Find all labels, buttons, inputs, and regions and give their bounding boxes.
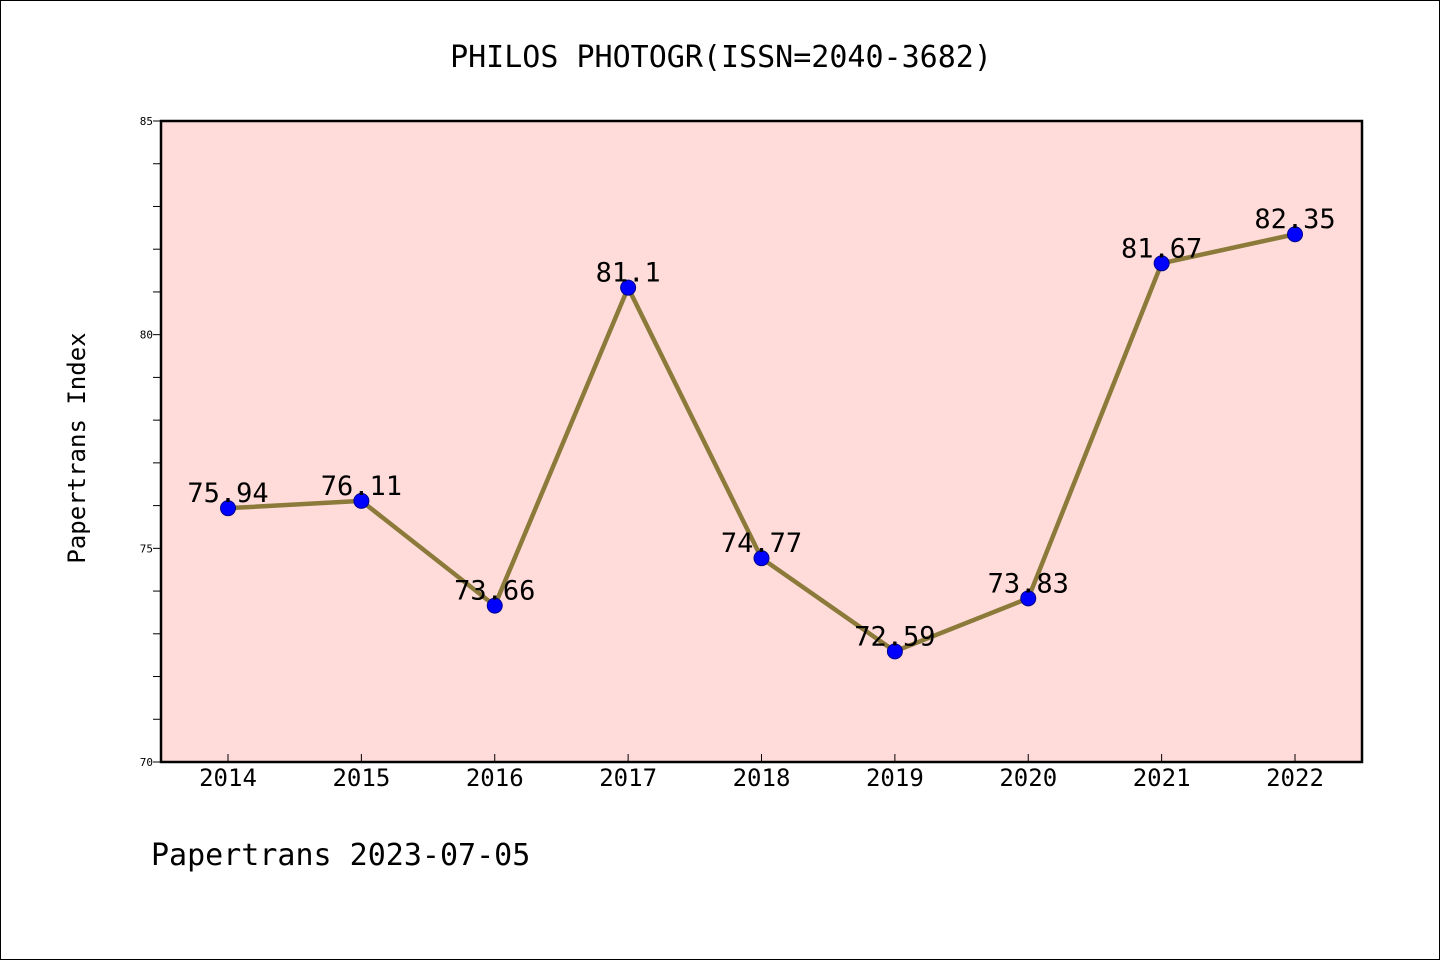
y-axis: 70 75 80 85 [140,115,161,769]
data-point [1287,226,1303,243]
data-point [886,643,903,660]
y-tick-label: 80 [140,329,153,342]
data-labels: 75.94 76.11 73.66 81.1 74.77 72.59 73.83 81.67 8… [187,204,1335,652]
x-tick-label: 2021 [1133,764,1191,792]
data-label: 73.66 [454,576,535,607]
y-tick-label: 70 [140,756,153,769]
data-label: 73.83 [988,568,1069,599]
data-point [1153,255,1170,272]
x-tick-label: 2014 [199,764,257,792]
x-tick-label: 2019 [866,764,924,792]
data-point [1020,590,1037,607]
x-tick-label: 2018 [733,764,791,792]
data-label: 81.67 [1121,233,1202,264]
y-tick-label: 85 [140,115,153,128]
data-point [220,500,236,517]
data-point [620,279,637,296]
data-point [753,550,770,567]
data-point [353,492,370,509]
data-markers [220,226,1303,660]
data-point [486,597,503,614]
chart-title: PHILOS PHOTOGR(ISSN=2040-3682) [450,40,992,75]
data-label: 74.77 [721,528,802,559]
data-label: 72.59 [854,621,935,652]
x-tick-label: 2017 [599,764,657,792]
data-label: 81.1 [596,258,661,289]
data-label: 82.35 [1254,204,1335,235]
x-tick-label: 2022 [1266,764,1324,792]
y-tick-label: 75 [140,542,153,555]
plot-area [159,119,1364,764]
x-axis: 2014 2015 2016 2017 2018 2019 2020 2021 2022 [199,754,1324,792]
data-label: 76.11 [321,471,402,502]
x-tick-label: 2015 [332,764,390,792]
data-label: 75.94 [187,478,268,509]
x-tick-label: 2016 [466,764,524,792]
footer-caption: Papertrans 2023-07-05 [151,838,530,873]
x-tick-label: 2020 [999,764,1057,792]
y-axis-label: Papertrans Index [63,332,91,563]
